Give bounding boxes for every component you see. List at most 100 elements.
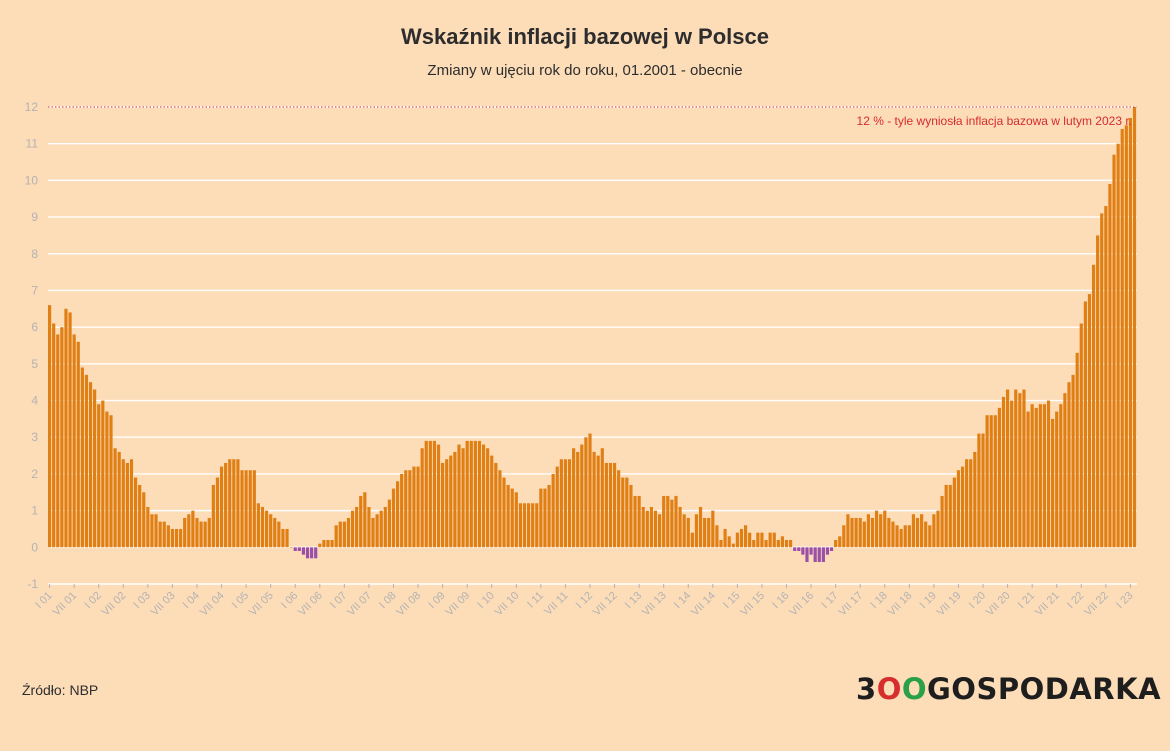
bar bbox=[281, 528, 285, 548]
bar bbox=[289, 547, 293, 548]
bar bbox=[162, 521, 166, 548]
bar bbox=[997, 407, 1001, 548]
bar bbox=[416, 466, 420, 548]
bar bbox=[555, 466, 559, 548]
bar bbox=[408, 470, 412, 548]
bar bbox=[743, 525, 748, 548]
bar bbox=[64, 308, 68, 548]
bar bbox=[1100, 213, 1104, 548]
bar bbox=[690, 532, 694, 548]
bar bbox=[653, 510, 658, 548]
bar bbox=[412, 466, 416, 548]
bar bbox=[179, 528, 183, 548]
x-tick-label: VII 03 bbox=[149, 590, 178, 619]
bar bbox=[72, 334, 76, 548]
bar bbox=[424, 440, 428, 548]
bar bbox=[973, 451, 977, 548]
bar bbox=[379, 510, 383, 548]
x-tick-label: VII 19 bbox=[935, 590, 964, 619]
y-tick-label: 3 bbox=[31, 430, 38, 444]
bar bbox=[371, 517, 375, 548]
bar bbox=[817, 547, 821, 562]
bar bbox=[133, 477, 138, 548]
bar bbox=[776, 539, 780, 548]
bar bbox=[674, 495, 678, 548]
bar bbox=[842, 525, 846, 548]
bar bbox=[612, 462, 617, 548]
y-tick-label: 4 bbox=[31, 394, 38, 408]
y-tick-label: 0 bbox=[31, 540, 38, 554]
x-tick-label: VII 12 bbox=[591, 590, 620, 619]
bar bbox=[748, 532, 752, 548]
bar bbox=[461, 448, 465, 548]
annotation-label: 12 % - tyle wyniosła inflacja bazowa w l… bbox=[857, 114, 1132, 128]
bar bbox=[1096, 235, 1100, 548]
bar bbox=[477, 440, 482, 548]
bar bbox=[527, 503, 531, 548]
bar bbox=[858, 517, 862, 548]
bar bbox=[457, 444, 461, 548]
bar bbox=[813, 547, 817, 562]
bar bbox=[191, 510, 195, 548]
bar bbox=[960, 466, 965, 548]
bar bbox=[101, 400, 105, 548]
bar bbox=[637, 495, 641, 548]
bar bbox=[752, 539, 756, 548]
bar bbox=[707, 517, 711, 548]
bar bbox=[342, 521, 346, 548]
bar bbox=[363, 492, 367, 548]
bar bbox=[256, 503, 260, 548]
bar bbox=[559, 459, 563, 548]
bar bbox=[911, 514, 916, 548]
y-tick-label: 11 bbox=[26, 137, 39, 151]
bar bbox=[199, 521, 203, 548]
bar bbox=[1059, 404, 1063, 548]
bar bbox=[481, 444, 486, 548]
bar bbox=[711, 510, 715, 548]
bar bbox=[633, 495, 637, 548]
bar bbox=[920, 514, 924, 548]
bar bbox=[789, 539, 793, 548]
bar bbox=[322, 539, 326, 548]
bar bbox=[375, 514, 379, 548]
bar bbox=[682, 514, 686, 548]
bar bbox=[940, 495, 944, 548]
bar bbox=[719, 539, 723, 548]
y-tick-label: 5 bbox=[31, 357, 38, 371]
bar bbox=[952, 477, 956, 548]
bar bbox=[436, 444, 441, 548]
bar bbox=[236, 459, 240, 548]
bar bbox=[522, 503, 527, 548]
bar bbox=[52, 323, 56, 548]
bar bbox=[739, 528, 744, 548]
bar bbox=[588, 433, 592, 548]
bar bbox=[846, 514, 850, 548]
bar bbox=[944, 484, 948, 548]
bar bbox=[572, 448, 576, 548]
bar bbox=[756, 532, 760, 548]
x-tick-label: VII 22 bbox=[1082, 590, 1111, 619]
bar bbox=[625, 477, 629, 548]
bar bbox=[387, 499, 391, 548]
bar bbox=[551, 473, 555, 548]
bar bbox=[915, 517, 920, 548]
bar bbox=[780, 536, 785, 548]
bar bbox=[1083, 301, 1087, 548]
bar bbox=[326, 539, 330, 548]
bar bbox=[490, 455, 494, 548]
bar bbox=[993, 415, 997, 548]
bar bbox=[985, 415, 989, 548]
bar bbox=[125, 462, 129, 548]
bar bbox=[146, 506, 150, 548]
bar bbox=[310, 547, 314, 559]
bar bbox=[1116, 143, 1120, 548]
bar bbox=[895, 525, 899, 548]
bar bbox=[948, 484, 952, 548]
y-tick-label: 6 bbox=[31, 320, 38, 334]
x-tick-label: I 23 bbox=[1114, 590, 1135, 611]
bar bbox=[662, 495, 666, 548]
bar bbox=[891, 521, 895, 548]
bar bbox=[138, 484, 142, 548]
bar bbox=[109, 415, 113, 548]
bar bbox=[1132, 107, 1137, 548]
